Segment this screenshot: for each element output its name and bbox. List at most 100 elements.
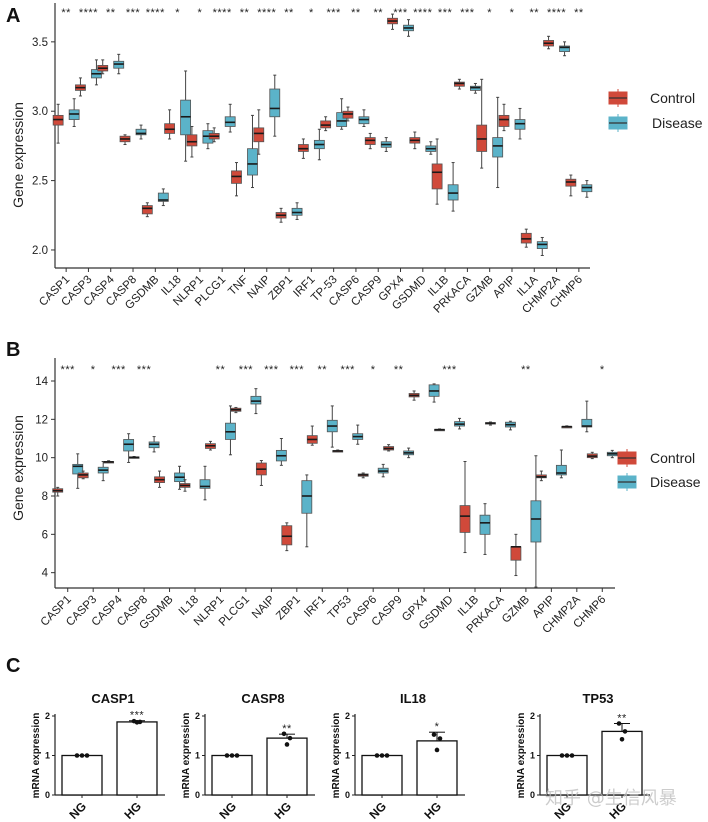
disease-box: [72, 463, 84, 475]
x-tick-label: NG: [216, 799, 239, 822]
data-point: [437, 736, 443, 741]
data-point: [234, 753, 240, 758]
significance-label: *: [175, 7, 180, 19]
significance-label: **: [216, 364, 226, 376]
bar-chart-casp8: CASP8 mRNA expression 0 1 2 NG HG **: [181, 691, 315, 822]
significance-label: **: [521, 364, 531, 376]
bar-chart-title: CASP1: [91, 691, 134, 706]
disease-box: [247, 148, 258, 176]
y-tick-label: 2: [530, 711, 535, 721]
significance-label: **: [574, 7, 584, 19]
significance-label: *: [435, 721, 440, 733]
bar-chart-y-axis-label: mRNA expression: [31, 713, 42, 799]
panel-a-label: A: [6, 5, 20, 27]
disease-box: [135, 128, 147, 136]
bar-chart-title: IL18: [400, 691, 426, 706]
x-tick-label: HG: [271, 799, 294, 822]
data-point: [559, 753, 565, 758]
bar-hg: [266, 737, 308, 796]
data-point: [131, 718, 137, 724]
panel-a-y-axis-label: Gene expression: [10, 102, 26, 208]
panel-c-label: C: [6, 655, 20, 677]
y-tick-label: 2: [195, 711, 200, 721]
data-point: [569, 753, 575, 758]
legend-disease-key: [608, 114, 628, 132]
control-box: [510, 546, 522, 561]
significance-label: **: [284, 7, 294, 19]
watermark: 知乎 @生信风暴: [545, 788, 677, 809]
panel-b: B Gene expression 468101214CASP1***CASP3…: [6, 339, 701, 636]
significance-label: ***: [442, 364, 457, 376]
bar-ng: [61, 754, 103, 796]
y-tick-label: 3.5: [32, 37, 48, 49]
control-box: [498, 114, 510, 127]
data-point: [287, 735, 293, 741]
significance-label: ***: [130, 710, 145, 722]
significance-label: *: [600, 364, 605, 376]
y-tick-label: 1: [530, 751, 535, 761]
panel-a-legend: Control Disease: [608, 89, 703, 132]
panel-b-y-axis-label: Gene expression: [10, 415, 26, 521]
x-tick-label: GZMB: [500, 593, 532, 625]
significance-label: **: [317, 364, 327, 376]
y-tick-label: 0: [45, 790, 50, 800]
significance-label: ***: [393, 7, 408, 19]
significance-label: ***: [438, 7, 453, 19]
data-point: [281, 731, 287, 737]
significance-label: ****: [257, 7, 276, 19]
control-box: [186, 134, 198, 147]
significance-label: **: [373, 7, 383, 19]
data-point: [229, 753, 235, 758]
control-box: [141, 205, 153, 215]
legend-disease-label: Disease: [650, 474, 701, 490]
y-tick-label: 3.0: [32, 106, 48, 118]
bar-chart-y-axis-label: mRNA expression: [331, 713, 342, 799]
legend-disease-key: [617, 473, 637, 491]
bar-chart-casp1: CASP1 mRNA expression 0 1 2 NG HG ***: [31, 691, 165, 822]
bar-chart-title: TP53: [582, 691, 613, 706]
y-tick-label: 2: [345, 711, 350, 721]
data-point: [379, 753, 385, 758]
significance-label: ***: [61, 364, 76, 376]
bar-chart-y-axis-label: mRNA expression: [181, 713, 192, 799]
disease-box: [199, 479, 211, 489]
disease-box: [530, 500, 542, 543]
disease-box: [250, 395, 262, 405]
y-tick-label: 1: [345, 751, 350, 761]
significance-label: ***: [460, 7, 475, 19]
bar-chart-il18: IL18 mRNA expression 0 1 2 NG HG *: [331, 691, 465, 822]
significance-label: ***: [239, 364, 254, 376]
data-point: [374, 753, 380, 758]
data-point: [74, 753, 80, 758]
data-point: [84, 753, 90, 758]
disease-box: [336, 112, 348, 127]
disease-box: [123, 439, 135, 452]
bar-ng: [211, 754, 253, 796]
significance-label: **: [394, 364, 404, 376]
significance-label: ****: [547, 7, 566, 19]
panel-b-label: B: [6, 339, 20, 361]
significance-label: **: [529, 7, 539, 19]
data-point: [431, 732, 437, 737]
data-point: [622, 729, 628, 734]
x-tick-label: NG: [366, 799, 389, 822]
significance-label: **: [106, 7, 116, 19]
y-tick-label: 2.0: [32, 245, 48, 257]
significance-label: *: [487, 7, 492, 19]
control-box: [459, 505, 471, 533]
data-point: [619, 737, 625, 742]
x-tick-label: APIP: [491, 273, 518, 300]
bar-ng: [361, 754, 403, 796]
bar-chart-title: CASP8: [241, 691, 284, 706]
x-tick-label: ZBP1: [266, 274, 295, 303]
significance-label: **: [282, 723, 292, 735]
x-tick-label: NAIP: [250, 593, 278, 621]
legend-control-key: [617, 449, 637, 467]
significance-label: ****: [413, 7, 432, 19]
panel-b-plot-area: 468101214CASP1***CASP3*CASP4***CASP8***G…: [35, 358, 618, 636]
legend-control-label: Control: [650, 450, 695, 466]
disease-box: [555, 464, 567, 476]
significance-label: **: [617, 713, 627, 725]
panel-a-plot-area: 2.02.53.03.5CASP1**CASP3****CASP4**CASP8…: [32, 3, 593, 316]
significance-label: *: [309, 7, 314, 19]
